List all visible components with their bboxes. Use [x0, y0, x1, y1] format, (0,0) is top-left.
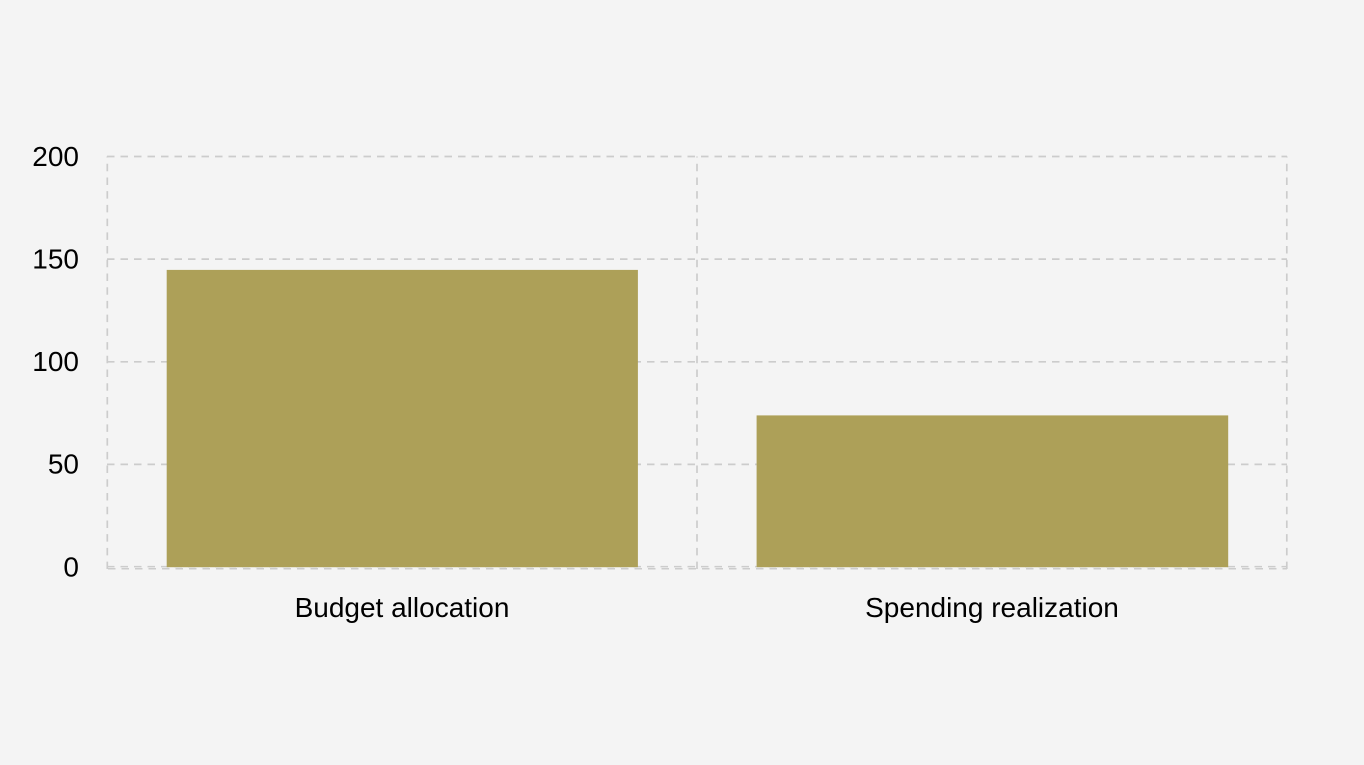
svg-text:50: 50	[48, 449, 79, 480]
svg-text:0: 0	[63, 551, 79, 582]
svg-text:100: 100	[32, 346, 79, 377]
svg-text:200: 200	[32, 141, 79, 172]
svg-text:150: 150	[32, 243, 79, 274]
svg-text:Budget allocation: Budget allocation	[295, 592, 510, 623]
svg-text:Spending realization: Spending realization	[865, 592, 1119, 623]
